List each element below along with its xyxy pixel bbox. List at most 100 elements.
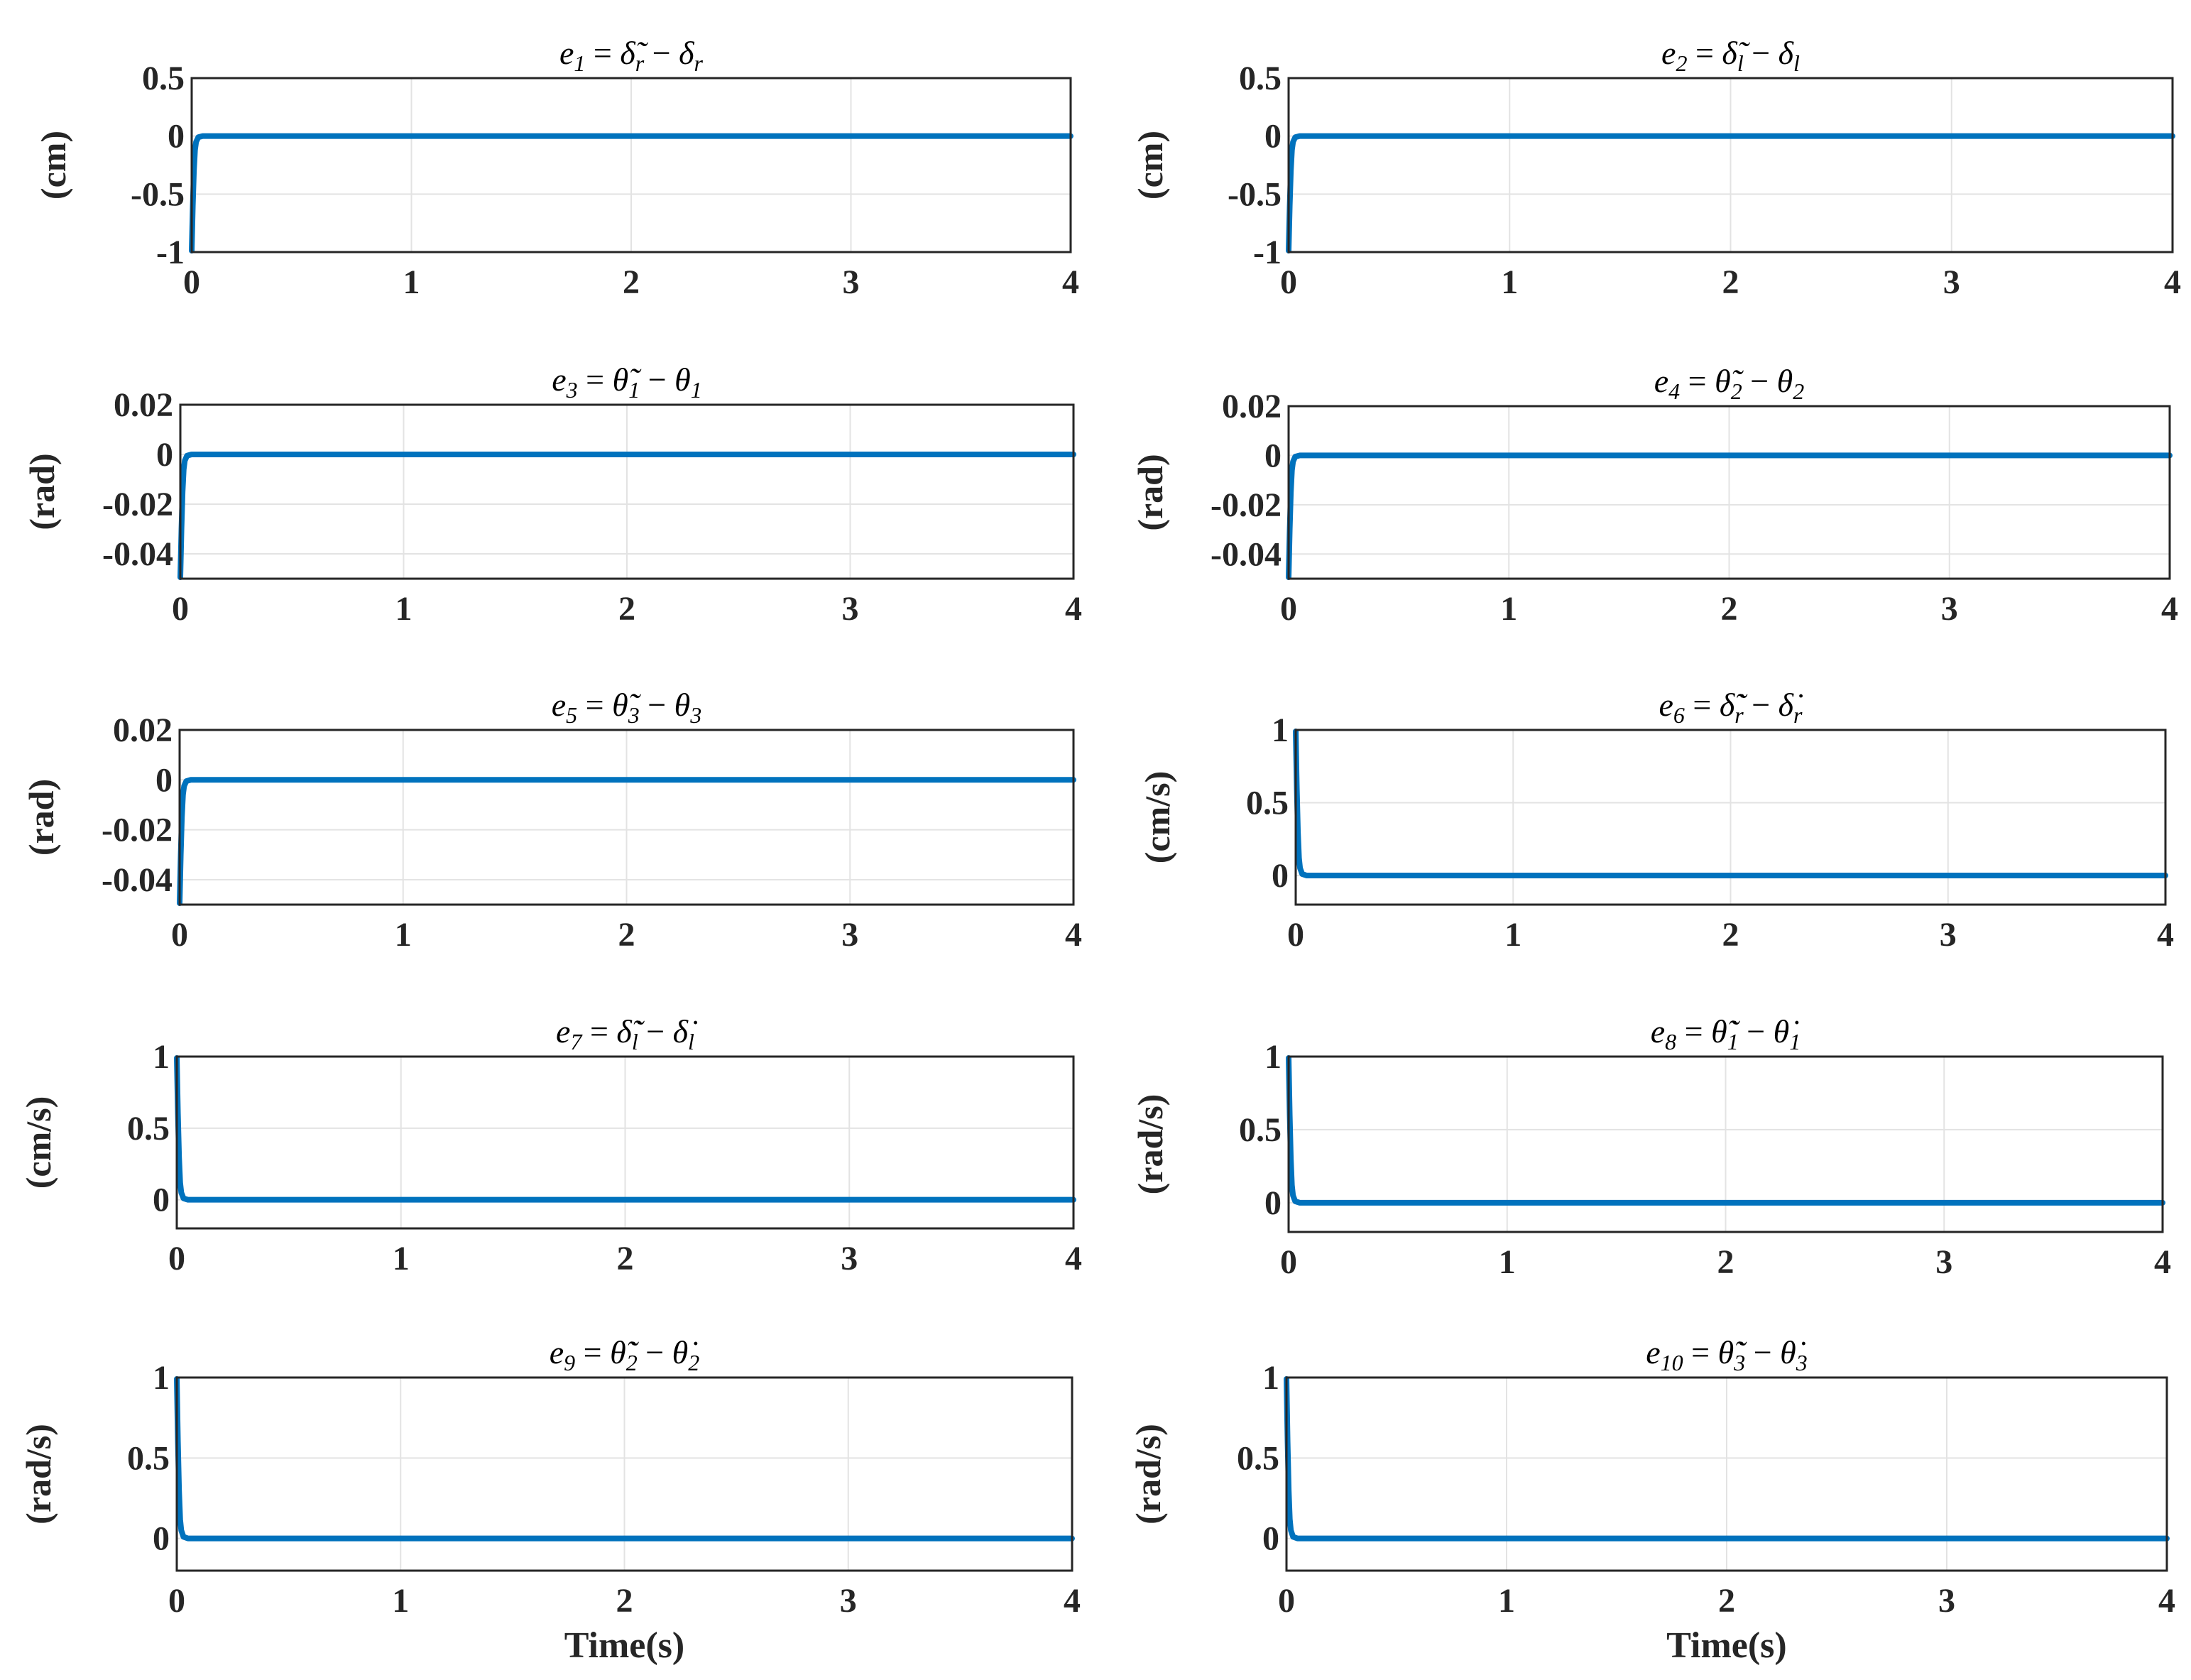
x-tick-label: 4	[1062, 263, 1079, 301]
x-tick-label: 0	[171, 916, 188, 954]
x-tick-label: 0	[168, 1240, 185, 1277]
subplot-7: 0 1 2 3 4 0 0.5 1 (cm/s) e7 = δ̃̇l − δ̇l	[18, 1013, 1082, 1277]
y-tick-label: 0.02	[114, 386, 173, 424]
y-tick-label: 1	[1264, 1038, 1282, 1076]
series-line-e1	[189, 133, 1073, 253]
x-axis-label: Time(s)	[1666, 1625, 1786, 1666]
y-tick-label: 0	[1264, 118, 1282, 156]
subplot-title: e9 = θ̃̇2 − θ̇2	[550, 1334, 700, 1375]
x-tick-label: 3	[1941, 590, 1958, 628]
x-tick-label: 3	[1938, 1582, 1955, 1620]
y-tick-label: -0.04	[102, 535, 173, 573]
x-tick-label: 2	[617, 1240, 634, 1277]
subplot-title: e7 = δ̃̇l − δ̇l	[556, 1013, 698, 1054]
subplot-5: 0 1 2 3 4 -0.04 -0.02 0 0.02 (rad) e5 = θ̃3 − θ3	[21, 687, 1082, 954]
axes-box	[175, 1055, 1075, 1230]
x-tick-label: 2	[1722, 916, 1739, 954]
axes-box	[1285, 1376, 2168, 1572]
series-line-e5	[177, 777, 1076, 906]
x-tick-label: 0	[1280, 263, 1297, 301]
series-line-e3	[177, 452, 1076, 580]
x-tick-label: 1	[1499, 1243, 1516, 1281]
x-tick-label: 2	[616, 1582, 633, 1620]
y-tick-label: 0	[1262, 1520, 1279, 1558]
y-tick-label: 0.5	[1237, 1439, 1279, 1477]
x-tick-label: 2	[618, 916, 635, 954]
x-tick-label: 3	[842, 590, 859, 628]
y-tick-label: -0.5	[1228, 175, 1282, 213]
y-axis-label: (rad/s)	[1130, 1094, 1170, 1195]
subplot-title: e8 = θ̃̇1 − θ̇1	[1651, 1013, 1801, 1054]
subplot-10: 0 1 2 3 4 0 0.5 1 (rad/s) Time(s) e10 = θ̃̇3 − θ̇3	[1128, 1334, 2175, 1666]
x-tick-label: 0	[1287, 916, 1304, 954]
y-tick-label: -0.5	[131, 175, 185, 213]
x-tick-label: 3	[843, 263, 860, 301]
x-tick-label: 4	[2161, 590, 2178, 628]
subplot-title: e1 = δ̃r − δr	[559, 35, 704, 76]
y-tick-label: 0.5	[127, 1439, 170, 1477]
x-axis-label: Time(s)	[564, 1625, 684, 1666]
y-tick-label: 0.5	[142, 60, 185, 97]
y-tick-label: 1	[153, 1038, 170, 1076]
y-tick-label: 0	[1264, 437, 1282, 474]
y-tick-label: 0.5	[1246, 785, 1289, 822]
y-tick-label: 1	[1262, 1359, 1279, 1397]
y-tick-label: 0	[1272, 857, 1289, 895]
x-tick-label: 1	[395, 590, 412, 628]
x-tick-label: 4	[1064, 1582, 1081, 1620]
y-tick-label: -0.02	[102, 486, 173, 523]
y-tick-label: -0.04	[102, 861, 173, 899]
y-tick-label: 1	[1272, 711, 1289, 749]
x-tick-label: 4	[2164, 263, 2181, 301]
y-tick-label: 0.5	[1239, 60, 1282, 97]
x-tick-label: 2	[623, 263, 640, 301]
x-tick-label: 2	[1717, 1243, 1734, 1281]
axes-box	[178, 729, 1075, 906]
series-line-e9	[174, 1376, 1075, 1542]
series-line-e2	[1286, 133, 2175, 253]
subplot-title: e2 = δ̃l − δl	[1661, 35, 1800, 76]
subplot-2: 0 1 2 3 4 -1 -0.5 0 0.5 (cm) e2 = δ̃l − δl	[1130, 35, 2181, 301]
y-axis-label: (cm/s)	[1137, 771, 1177, 864]
subplot-title: e5 = θ̃3 − θ3	[552, 687, 702, 728]
x-tick-label: 3	[841, 1240, 858, 1277]
y-tick-label: 0	[1264, 1184, 1282, 1222]
x-tick-label: 0	[1278, 1582, 1295, 1620]
x-tick-label: 1	[1498, 1582, 1515, 1620]
y-axis-label: (rad/s)	[18, 1424, 58, 1524]
x-tick-label: 4	[2154, 1243, 2171, 1281]
x-tick-label: 3	[1943, 263, 1960, 301]
x-tick-label: 2	[1718, 1582, 1735, 1620]
axes-box	[1287, 77, 2174, 253]
subplot-title: e10 = θ̃̇3 − θ̇3	[1646, 1334, 1808, 1375]
x-tick-label: 2	[1722, 263, 1739, 301]
x-tick-label: 1	[393, 1240, 410, 1277]
subplot-4: 0 1 2 3 4 -0.04 -0.02 0 0.02 (rad) e4 = θ̃2 − θ2	[1130, 363, 2178, 628]
subplot-title: e3 = θ̃1 − θ1	[552, 361, 702, 403]
subplot-8: 0 1 2 3 4 0 0.5 1 (rad/s) e8 = θ̃̇1 − θ̇1	[1130, 1013, 2171, 1281]
y-axis-label: (rad)	[1130, 454, 1170, 530]
y-axis-label: (rad/s)	[1128, 1424, 1168, 1524]
series-line-e7	[174, 1055, 1076, 1203]
y-axis-label: (cm)	[1130, 131, 1170, 200]
x-tick-label: 0	[172, 590, 189, 628]
x-tick-label: 3	[840, 1582, 857, 1620]
subplot-title: e4 = θ̃2 − θ2	[1654, 363, 1805, 404]
x-tick-label: 3	[1940, 916, 1957, 954]
y-tick-label: -1	[156, 234, 185, 271]
x-tick-label: 0	[168, 1582, 185, 1620]
y-tick-label: 1	[153, 1359, 170, 1397]
subplot-title: e6 = δ̃̇r − δ̇r	[1659, 687, 1803, 728]
y-tick-label: -0.04	[1211, 535, 1282, 573]
x-tick-label: 1	[392, 1582, 409, 1620]
x-tick-label: 2	[1721, 590, 1738, 628]
y-tick-label: -0.02	[1211, 486, 1282, 524]
x-tick-label: 1	[1501, 263, 1518, 301]
x-tick-label: 0	[1280, 1243, 1297, 1281]
x-tick-label: 4	[1065, 1240, 1082, 1277]
y-tick-label: 0.02	[1222, 388, 1282, 425]
x-tick-label: 2	[618, 590, 635, 628]
subplot-3: 0 1 2 3 4 -0.04 -0.02 0 0.02 (rad) e3 = θ̃1 − θ1	[22, 361, 1082, 628]
x-tick-label: 4	[1065, 590, 1082, 628]
